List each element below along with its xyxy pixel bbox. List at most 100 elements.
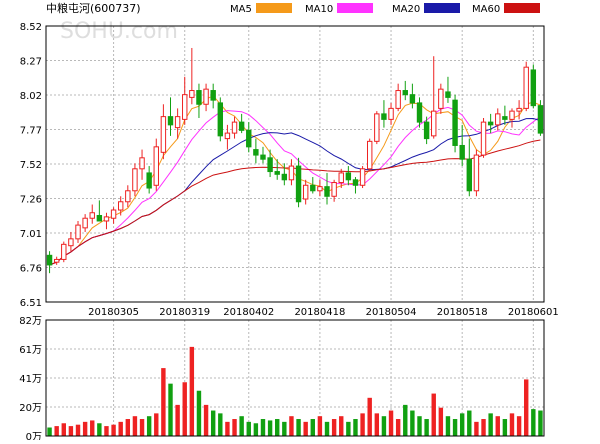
- candle: [374, 111, 380, 145]
- volume-bar: [467, 410, 472, 436]
- candle: [416, 97, 423, 128]
- candle-body: [253, 149, 259, 156]
- candle-body: [260, 154, 266, 160]
- candle: [238, 113, 245, 134]
- candle-body: [480, 121, 487, 156]
- candle: [146, 166, 152, 194]
- candle: [274, 159, 280, 180]
- candle: [310, 177, 316, 194]
- volume-bar: [260, 419, 266, 436]
- candle: [431, 56, 437, 139]
- candle: [203, 83, 209, 112]
- volume-bar: [317, 416, 323, 436]
- candle: [96, 200, 103, 222]
- candle-body: [366, 140, 373, 170]
- volume-bar: [104, 426, 109, 436]
- candle-body: [132, 168, 138, 192]
- volume-bar: [438, 407, 444, 436]
- candle-body: [46, 254, 53, 266]
- candle-body: [174, 116, 181, 129]
- volume-bar: [218, 413, 223, 436]
- candle: [445, 76, 451, 103]
- date-axis: 20180305 20180319 20180402 20180418 20180504…: [88, 307, 559, 318]
- volume-axis: 82万 61万 41万 20万 0万: [19, 316, 42, 443]
- candle-body: [82, 217, 88, 229]
- candle-body: [302, 184, 309, 200]
- volume-bar: [502, 419, 508, 436]
- candle: [82, 214, 88, 232]
- volume-bar: [509, 413, 515, 436]
- volume-bar: [232, 419, 237, 436]
- volume-bar: [282, 421, 287, 436]
- volume-bar: [524, 379, 529, 436]
- volume-panel-frame: [45, 319, 545, 437]
- candle: [345, 166, 352, 186]
- volume-bar: [538, 410, 543, 436]
- legend-swatch-ma10: [337, 3, 373, 13]
- candle: [139, 149, 145, 180]
- candle: [466, 138, 473, 197]
- candle-body: [210, 90, 216, 101]
- candle-body: [388, 107, 394, 120]
- volume-bar: [445, 416, 451, 436]
- volume-bar: [488, 413, 493, 436]
- volume-bar: [495, 416, 500, 436]
- date-tick-label: 20180518: [437, 307, 488, 318]
- price-axis: 8.52 8.27 8.02 7.77 7.52 7.26 7.01 6.76 6.51: [20, 22, 42, 309]
- candle-body: [89, 212, 95, 219]
- price-tick-label: 8.52: [20, 22, 42, 33]
- volume-bar: [139, 419, 145, 436]
- volume-tick-label: 41万: [19, 374, 42, 385]
- candle: [231, 116, 238, 139]
- candle-body: [110, 209, 117, 219]
- candle-body: [445, 91, 451, 98]
- candle-body: [431, 110, 437, 137]
- volume-bar: [203, 404, 209, 436]
- candle-body: [395, 90, 401, 109]
- volume-bar: [210, 410, 216, 436]
- candle-body: [281, 173, 288, 181]
- price-tick-label: 7.77: [20, 126, 42, 137]
- price-tick-label: 6.76: [20, 264, 42, 275]
- candle-body: [459, 144, 465, 160]
- candle-body: [495, 113, 501, 126]
- volume-bar: [90, 420, 95, 436]
- candle: [132, 163, 138, 197]
- watermark-text: SOHU.com: [60, 19, 178, 44]
- legend-label-ma5: MA5: [230, 4, 252, 15]
- volume-bar: [289, 416, 294, 436]
- legend-label-ma10: MA10: [305, 4, 333, 15]
- volume-tick-label: 82万: [19, 316, 42, 327]
- candle: [381, 100, 387, 128]
- candle-body: [274, 171, 280, 175]
- candle: [260, 146, 266, 164]
- volume-bar: [431, 393, 436, 436]
- candle-body: [466, 158, 473, 192]
- candle: [495, 108, 501, 131]
- candle-body: [523, 66, 529, 109]
- candle: [480, 118, 487, 158]
- candle: [189, 47, 195, 105]
- price-tick-label: 7.26: [20, 195, 42, 206]
- candle-body: [196, 90, 202, 105]
- price-panel-frame: [45, 25, 545, 303]
- volume-bar: [303, 421, 308, 436]
- volume-bar: [253, 423, 259, 436]
- candle: [295, 157, 302, 208]
- date-tick-label: 20180305: [88, 307, 139, 318]
- date-tick-label: 20180402: [223, 307, 274, 318]
- candle: [324, 172, 330, 205]
- candle-body: [452, 99, 458, 146]
- volume-bar: [118, 421, 123, 436]
- candle: [331, 179, 337, 202]
- price-tick-label: 8.02: [20, 91, 42, 102]
- ma-line-ma20: [49, 117, 541, 266]
- volume-bar: [296, 419, 301, 436]
- candle: [68, 231, 74, 252]
- candle-body: [381, 113, 387, 120]
- candle-body: [345, 172, 352, 181]
- candle-body: [516, 107, 522, 112]
- volume-bar: [395, 419, 401, 436]
- volume-bar: [125, 419, 131, 436]
